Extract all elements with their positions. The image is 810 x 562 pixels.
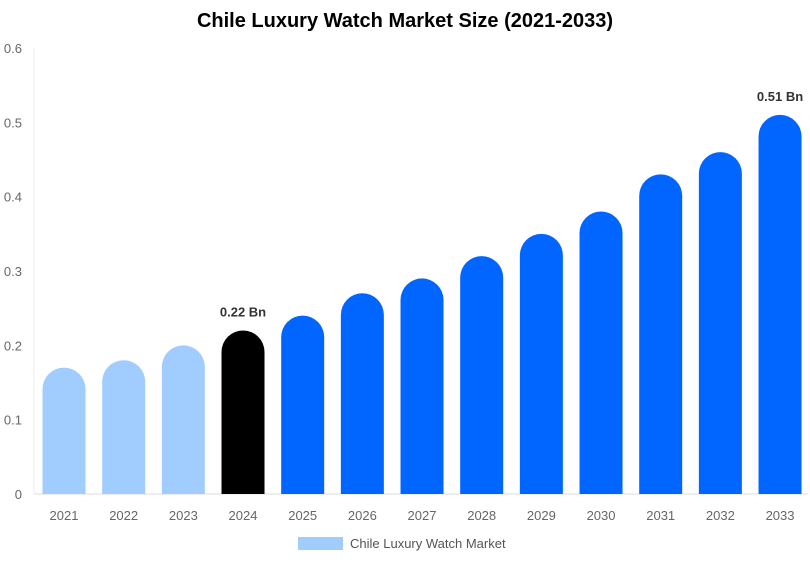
y-tick-label: 0.5: [4, 115, 22, 130]
x-tick-label: 2026: [348, 508, 377, 523]
x-tick-label: 2031: [646, 508, 675, 523]
x-tick-label: 2023: [169, 508, 198, 523]
y-tick-label: 0.2: [4, 338, 22, 353]
bar-2032: [698, 152, 742, 495]
bar-2033: [758, 114, 802, 494]
x-tick-label: 2022: [109, 508, 138, 523]
data-label: 0.51 Bn: [757, 89, 803, 104]
bar-2027: [400, 278, 444, 494]
y-tick-label: 0.3: [4, 264, 22, 279]
bar-2021: [42, 367, 86, 494]
bar-2022: [102, 360, 146, 494]
bar-2028: [460, 256, 504, 494]
x-tick-label: 2027: [408, 508, 437, 523]
bar-2026: [340, 293, 384, 494]
x-tick-label: 2028: [467, 508, 496, 523]
chart-title: Chile Luxury Watch Market Size (2021-203…: [196, 10, 614, 32]
y-tick-label: 0: [15, 487, 22, 502]
x-tick-label: 2021: [50, 508, 79, 523]
bar-2031: [639, 174, 683, 494]
bar-2023: [161, 345, 205, 494]
x-tick-label: 2030: [587, 508, 616, 523]
bar-2024: [221, 330, 265, 494]
legend-label: Chile Luxury Watch Market: [350, 536, 506, 551]
x-tick-label: 2032: [706, 508, 735, 523]
bar-2029: [519, 233, 563, 495]
x-tick-label: 2029: [527, 508, 556, 523]
x-tick-label: 2025: [288, 508, 317, 523]
data-label: 0.22 Bn: [220, 304, 266, 319]
legend-swatch: [298, 537, 343, 550]
x-tick-label: 2033: [766, 508, 795, 523]
bar-2025: [281, 315, 325, 494]
legend[interactable]: Chile Luxury Watch Market: [298, 536, 506, 551]
y-tick-label: 0.4: [4, 190, 22, 205]
y-tick-label: 0.1: [4, 413, 22, 428]
x-tick-label: 2024: [229, 508, 258, 523]
y-tick-label: 0.6: [4, 41, 22, 56]
bar-2030: [579, 211, 623, 494]
